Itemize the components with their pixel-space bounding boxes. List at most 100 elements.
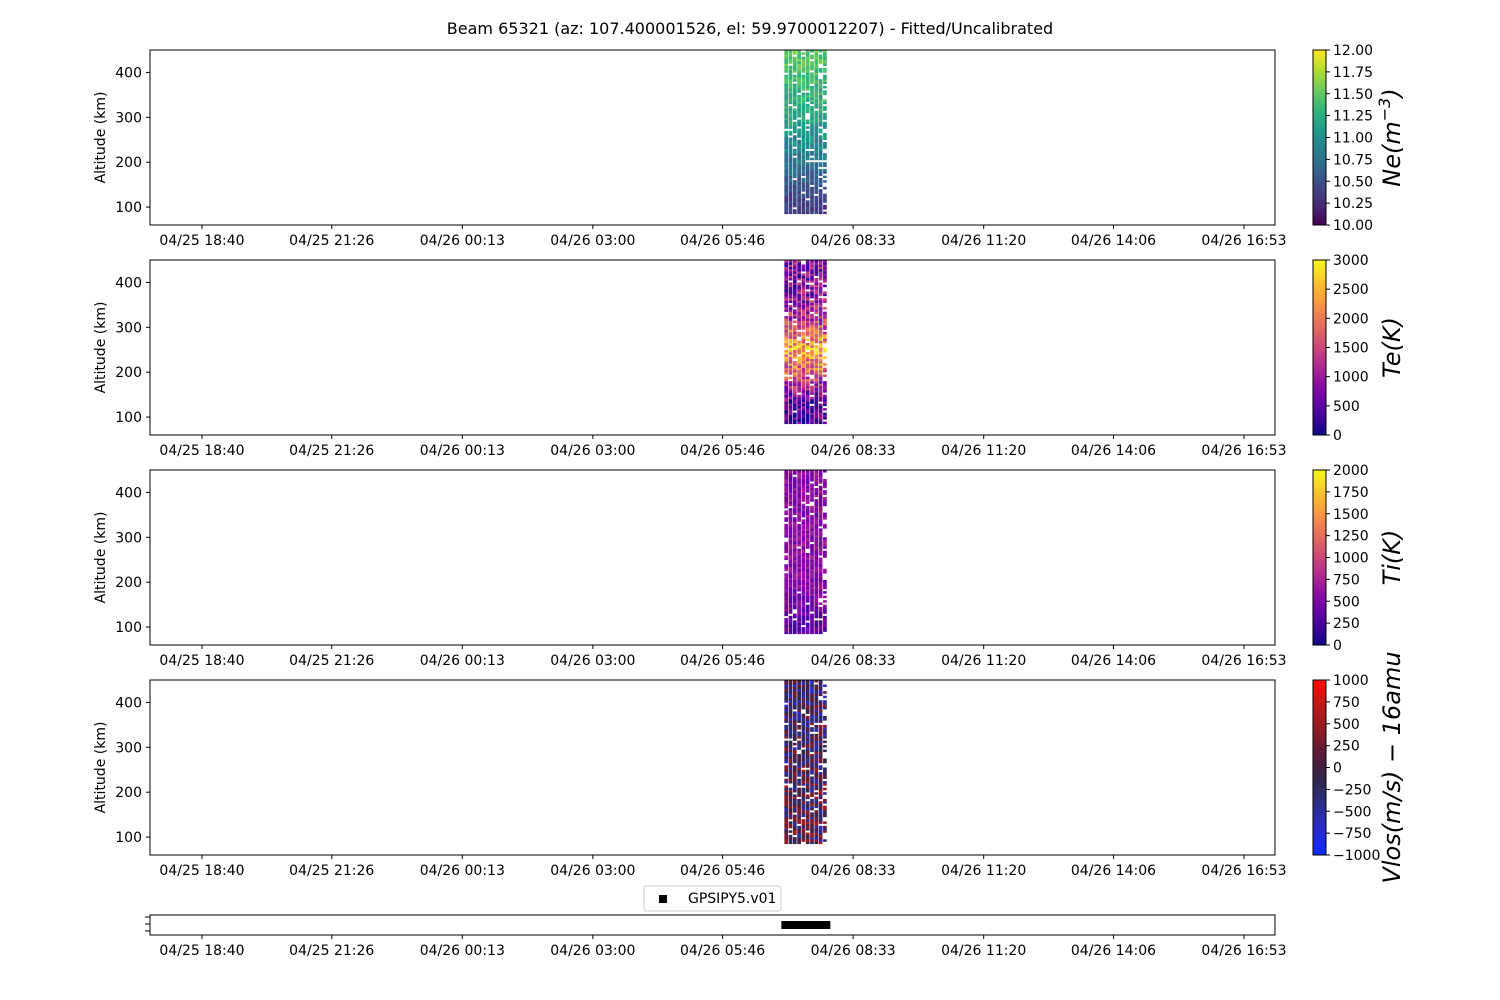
heatmap-cell — [788, 686, 793, 690]
heatmap-cell — [801, 153, 806, 156]
heatmap-cell — [797, 789, 801, 793]
heatmap-cell — [805, 566, 810, 570]
heatmap-cell — [792, 828, 797, 831]
heatmap-cell — [788, 325, 793, 328]
heatmap-cell — [814, 606, 819, 610]
heatmap-cell — [814, 600, 819, 603]
heatmap-cell — [810, 417, 814, 420]
heatmap-cell — [792, 758, 797, 762]
heatmap-cell — [810, 329, 814, 333]
heatmap-cell — [805, 191, 810, 194]
heatmap-cell — [797, 320, 801, 324]
heatmap-cell — [805, 271, 810, 274]
heatmap-cell — [788, 618, 793, 621]
heatmap-cell — [814, 834, 819, 838]
heatmap-cell — [792, 108, 797, 111]
heatmap-cell — [792, 343, 797, 346]
heatmap-cell — [814, 184, 819, 188]
heatmap-cell — [818, 680, 823, 683]
heatmap-cell — [810, 173, 814, 176]
heatmap-cell — [792, 787, 797, 791]
heatmap-cell — [810, 570, 814, 574]
heatmap-cell — [805, 561, 810, 565]
heatmap-cell — [788, 168, 793, 172]
heatmap-cell — [814, 141, 819, 145]
heatmap-cell — [792, 553, 797, 556]
heatmap-cell — [792, 537, 797, 540]
heatmap-cell — [814, 602, 819, 605]
heatmap-cell — [801, 356, 806, 360]
heatmap-cell — [797, 202, 801, 206]
heatmap-cell — [788, 193, 793, 197]
heatmap-cell — [792, 588, 797, 592]
heatmap-cell — [810, 510, 814, 513]
heatmap-cell — [810, 523, 814, 527]
heatmap-cell — [818, 97, 823, 100]
x-tick-label: 04/26 00:13 — [420, 653, 505, 669]
y-tick-label: 100 — [115, 620, 142, 636]
heatmap-cell — [784, 680, 789, 683]
heatmap-cell — [814, 747, 819, 750]
heatmap-cell — [814, 778, 819, 782]
heatmap-cell — [797, 709, 801, 712]
heatmap-cell — [810, 586, 814, 590]
heatmap-cell — [797, 286, 801, 290]
heatmap-cell — [792, 566, 797, 570]
y-tick-label: 200 — [115, 365, 142, 381]
heatmap-cell — [823, 758, 827, 762]
heatmap-cell — [784, 168, 789, 172]
x-tick-label: 04/26 05:46 — [680, 443, 765, 459]
heatmap-cell — [797, 331, 801, 335]
heatmap-cell — [814, 769, 819, 773]
heatmap-cell — [784, 478, 789, 482]
heatmap-cell — [788, 289, 793, 292]
heatmap-cell — [818, 349, 823, 353]
heatmap-cell — [784, 756, 789, 759]
y-tick-label: 200 — [115, 155, 142, 171]
heatmap-cell — [801, 541, 806, 545]
heatmap-cell — [784, 180, 789, 183]
heatmap-cell — [784, 733, 789, 737]
heatmap-cell — [810, 478, 814, 482]
heatmap-cell — [784, 367, 789, 371]
heatmap-cell — [805, 408, 810, 411]
heatmap-cell — [814, 501, 819, 504]
heatmap-cell — [805, 476, 810, 480]
heatmap-cell — [801, 340, 806, 344]
colorbar-tick-label: −500 — [1333, 804, 1371, 820]
heatmap-cell — [797, 695, 801, 699]
heatmap-cell — [784, 758, 789, 762]
heatmap-cell — [784, 419, 789, 422]
heatmap-cell — [801, 209, 806, 212]
heatmap-cell — [801, 697, 806, 701]
heatmap-cell — [788, 546, 793, 549]
heatmap-cell — [792, 695, 797, 699]
heatmap-cell — [797, 492, 801, 495]
heatmap-cell — [788, 597, 793, 601]
heatmap-cell — [801, 724, 806, 728]
heatmap-cell — [818, 101, 823, 105]
heatmap-cell — [801, 300, 806, 303]
heatmap-cell — [801, 286, 806, 290]
heatmap-cell — [788, 801, 793, 804]
heatmap-cell — [805, 499, 810, 502]
heatmap-cell — [810, 399, 814, 402]
heatmap-cell — [823, 805, 827, 809]
heatmap-cell — [823, 706, 827, 710]
heatmap-cell — [784, 584, 789, 587]
x-tick-label: 04/26 05:46 — [680, 653, 765, 669]
heatmap-cell — [818, 760, 823, 764]
heatmap-cell — [823, 814, 827, 818]
heatmap-cell — [792, 399, 797, 402]
heatmap-cell — [823, 496, 827, 500]
heatmap-cell — [797, 88, 801, 91]
heatmap-cell — [801, 162, 806, 165]
heatmap-cell — [801, 740, 806, 744]
heatmap-cell — [784, 378, 789, 382]
heatmap-cell — [805, 823, 810, 827]
heatmap-cell — [797, 108, 801, 111]
heatmap-cell — [805, 363, 810, 366]
heatmap-cell — [797, 767, 801, 771]
heatmap-cell — [784, 351, 789, 355]
x-tick-label: 04/26 14:06 — [1071, 653, 1156, 669]
